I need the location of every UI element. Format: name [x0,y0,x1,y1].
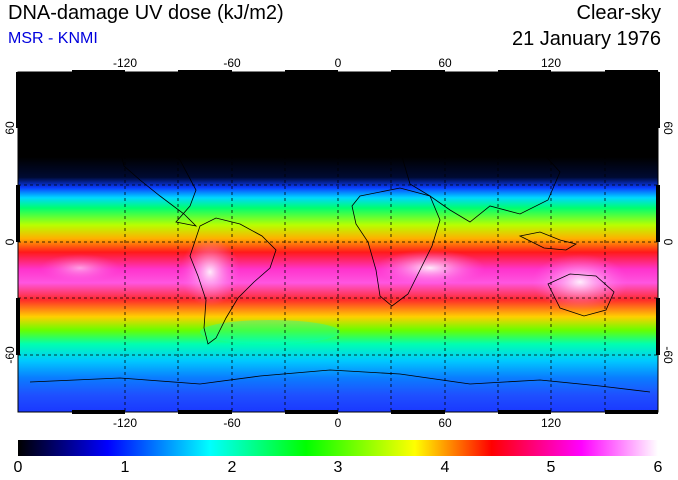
sky-condition: Clear-sky [576,2,661,24]
colorbar-label: 2 [227,459,237,476]
lon-label-top: 60 [438,56,452,70]
colorbar-label: 5 [546,459,556,476]
colorbar-label: 1 [120,459,130,476]
coastlines [29,139,651,393]
lon-label-bottom: -60 [223,416,241,430]
lat-label-right: 0 [661,239,675,246]
lat-label-left: -60 [3,346,17,364]
lon-label-bottom: 60 [438,416,452,430]
map-title: DNA-damage UV dose (kJ/m2) [8,2,284,24]
lon-label-bottom: -120 [113,416,137,430]
lat-label-right: -60 [661,346,675,364]
map-date: 21 January 1976 [511,28,661,50]
lat-label-right: 60 [661,121,675,135]
colorbar [18,440,658,456]
lon-label-bottom: 0 [335,416,342,430]
colorbar-label: 3 [333,459,343,476]
colorbar-label: 0 [13,459,23,476]
lon-label-top: 120 [541,56,561,70]
graticule [18,72,658,412]
map-subtitle: MSR - KNMI [8,30,98,47]
colorbar-label: 6 [653,459,663,476]
lon-label-bottom: 120 [541,416,561,430]
lon-label-top: -120 [113,56,137,70]
lat-label-left: 0 [3,238,17,245]
map-frame [16,70,660,414]
colorbar-label: 4 [440,459,450,476]
lat-label-left: 60 [3,121,17,135]
lon-label-top: 0 [335,56,342,70]
lon-label-top: -60 [223,56,241,70]
